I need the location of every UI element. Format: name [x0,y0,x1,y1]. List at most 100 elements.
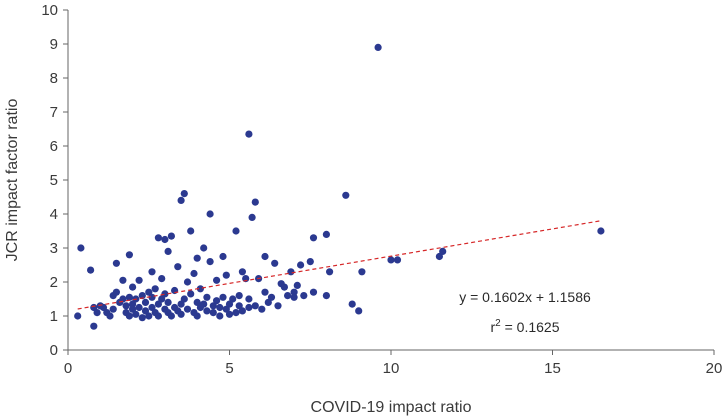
trendline-equation: y = 0.1602x + 1.1586 [459,289,591,305]
data-point-82 [213,276,221,284]
data-point-69 [193,312,201,320]
data-point-115 [284,292,292,300]
data-point-96 [238,268,246,276]
data-point-3 [90,303,98,312]
data-point-102 [248,213,256,221]
data-point-112 [274,302,282,310]
data-point-99 [245,303,253,312]
data-point-121 [300,292,308,300]
data-point-136 [439,247,447,255]
data-point-1 [77,244,85,252]
data-point-137 [597,227,605,235]
data-point-43 [158,275,166,283]
data-point-51 [167,232,175,240]
data-point-65 [187,290,195,298]
data-point-12 [112,288,120,296]
data-point-131 [358,268,366,276]
data-point-61 [180,295,188,303]
data-point-70 [193,254,201,262]
data-point-48 [164,247,172,255]
trendline [77,220,602,310]
data-point-29 [138,292,146,300]
data-point-77 [206,258,214,266]
y-tick-label-3: 3 [50,240,58,257]
x-tick-label-2: 10 [383,360,400,377]
x-tick-label-3: 15 [544,360,561,377]
y-tick-label-8: 8 [50,70,58,87]
data-point-106 [258,305,266,313]
data-point-83 [216,312,224,320]
data-point-118 [290,293,298,301]
data-point-91 [229,295,237,303]
data-point-64 [187,227,195,235]
r2-value: = 0.1625 [501,319,560,335]
data-point-92 [232,227,240,235]
data-point-40 [154,300,162,308]
data-point-41 [154,234,162,242]
data-point-90 [225,310,234,318]
data-point-73 [200,300,208,308]
data-point-127 [326,268,334,276]
data-point-27 [135,276,143,284]
data-point-107 [261,288,269,296]
data-point-39 [151,285,159,293]
data-point-60 [180,190,188,198]
x-tick-label-1: 5 [225,360,233,377]
data-point-124 [309,288,318,296]
data-point-104 [251,302,259,310]
data-point-103 [251,198,259,206]
data-point-34 [145,312,153,320]
data-point-97 [238,307,246,315]
data-point-24 [129,283,137,291]
data-point-122 [306,258,314,266]
data-point-36 [148,293,156,301]
data-point-55 [174,263,182,271]
data-point-4 [90,322,98,330]
data-point-21 [125,293,133,301]
data-point-126 [322,292,330,300]
data-point-132 [374,43,382,52]
data-point-18 [122,302,130,310]
data-point-101 [245,130,253,138]
data-point-52 [167,312,175,320]
y-tick-label-6: 6 [50,138,58,155]
data-point-11 [109,305,117,313]
data-point-50 [164,298,172,306]
data-point-76 [203,293,211,301]
data-point-42 [154,312,162,320]
data-point-58 [177,196,185,204]
r-squared-label: r2 = 0.1625 [490,318,559,335]
data-point-32 [141,307,150,315]
r2-exponent: 2 [495,318,501,329]
data-point-130 [355,307,363,315]
data-point-59 [177,310,185,318]
y-tick-label-9: 9 [50,36,58,53]
y-tick-label-5: 5 [50,172,58,189]
data-point-84 [216,303,224,312]
data-point-95 [235,292,243,300]
data-point-93 [232,309,240,317]
x-axis-title: COVID-19 impact ratio [311,399,472,416]
data-point-28 [135,303,143,312]
data-point-128 [342,191,350,199]
r2-prefix: r [490,319,495,335]
data-point-88 [222,271,230,279]
data-point-110 [267,293,276,301]
y-tick-label-1: 1 [50,308,58,325]
data-point-72 [196,285,204,293]
data-point-31 [141,298,150,306]
data-point-114 [280,283,288,291]
data-point-63 [183,305,192,313]
data-point-134 [393,256,402,264]
x-tick-label-4: 20 [706,360,723,377]
x-ticks: 0 5 10 15 20 [64,350,723,377]
data-point-26 [132,310,140,318]
data-point-100 [245,295,253,303]
data-point-133 [387,256,395,264]
data-point-80 [209,309,217,317]
data-point-67 [190,269,198,278]
data-point-81 [213,297,221,305]
y-tick-label-2: 2 [50,274,58,291]
data-point-78 [206,210,214,218]
data-point-86 [219,293,227,301]
